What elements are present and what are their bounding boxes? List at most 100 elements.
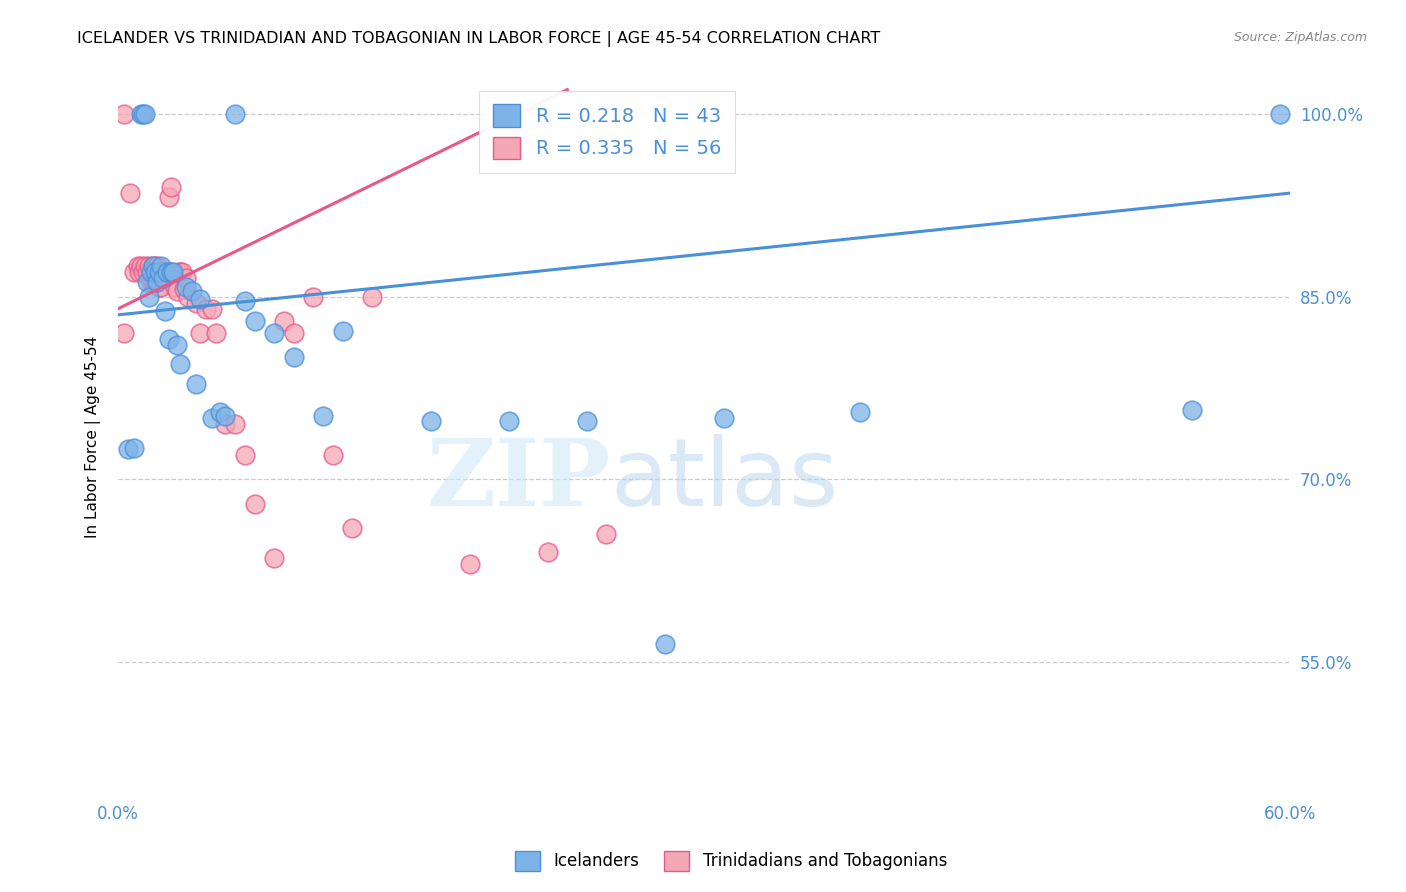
Legend: Icelanders, Trinidadians and Tobagonians: Icelanders, Trinidadians and Tobagonians [506, 842, 956, 880]
Point [173, 282, 195, 296]
Point [188, 326, 211, 340]
Point [204, 326, 226, 340]
Point [312, 409, 335, 423]
Point [132, 265, 155, 279]
Point [153, 304, 176, 318]
Point [159, 265, 181, 279]
Point [498, 414, 520, 428]
Point [167, 265, 190, 279]
Point [162, 265, 184, 279]
Point [157, 265, 180, 279]
Point [208, 405, 231, 419]
Point [302, 289, 325, 303]
Point [849, 405, 872, 419]
Point [136, 265, 159, 279]
Point [157, 332, 180, 346]
Point [148, 265, 170, 279]
Text: ZIP: ZIP [426, 434, 610, 524]
Point [342, 521, 364, 535]
Point [181, 284, 204, 298]
Point [142, 259, 165, 273]
Point [224, 107, 246, 121]
Point [162, 268, 184, 282]
Point [176, 271, 198, 285]
Point [263, 551, 285, 566]
Point [122, 265, 145, 279]
Point [149, 259, 172, 273]
Point [117, 442, 139, 456]
Point [332, 324, 354, 338]
Point [146, 259, 169, 273]
Legend: R = 0.218   N = 43, R = 0.335   N = 56: R = 0.218 N = 43, R = 0.335 N = 56 [479, 91, 735, 173]
Point [243, 497, 266, 511]
Point [201, 411, 224, 425]
Point [654, 636, 676, 650]
Point [224, 417, 246, 432]
Point [169, 357, 191, 371]
Point [138, 289, 160, 303]
Point [157, 190, 180, 204]
Point [233, 448, 256, 462]
Point [166, 338, 188, 352]
Point [263, 326, 285, 340]
Point [163, 280, 186, 294]
Point [713, 411, 735, 425]
Point [184, 295, 207, 310]
Point [233, 294, 256, 309]
Text: ICELANDER VS TRINIDADIAN AND TOBAGONIAN IN LABOR FORCE | AGE 45-54 CORRELATION C: ICELANDER VS TRINIDADIAN AND TOBAGONIAN … [77, 31, 880, 47]
Point [201, 301, 224, 316]
Point [1270, 107, 1292, 121]
Point [134, 259, 156, 273]
Point [142, 275, 165, 289]
Point [131, 259, 153, 273]
Point [166, 284, 188, 298]
Point [146, 275, 169, 289]
Point [361, 289, 384, 303]
Point [184, 377, 207, 392]
Point [159, 180, 181, 194]
Point [134, 107, 156, 121]
Point [149, 280, 172, 294]
Point [1181, 402, 1204, 417]
Point [149, 265, 172, 279]
Point [127, 259, 149, 273]
Point [148, 280, 170, 294]
Point [243, 314, 266, 328]
Point [575, 414, 598, 428]
Point [172, 265, 194, 279]
Point [143, 265, 166, 279]
Point [156, 265, 179, 279]
Point [283, 326, 305, 340]
Point [595, 527, 617, 541]
Point [194, 301, 217, 316]
Point [138, 259, 160, 273]
Point [273, 314, 295, 328]
Point [537, 545, 560, 559]
Point [142, 259, 165, 273]
Point [214, 409, 236, 423]
Y-axis label: In Labor Force | Age 45-54: In Labor Force | Age 45-54 [86, 335, 101, 538]
Point [152, 271, 174, 285]
Point [214, 417, 236, 432]
Point [458, 558, 481, 572]
Point [128, 265, 150, 279]
Point [112, 107, 135, 121]
Point [131, 107, 153, 121]
Point [141, 265, 163, 279]
Point [146, 275, 169, 289]
Point [112, 326, 135, 340]
Point [169, 265, 191, 279]
Point [176, 280, 198, 294]
Point [141, 265, 163, 279]
Point [188, 292, 211, 306]
Point [143, 259, 166, 273]
Point [132, 107, 155, 121]
Point [156, 271, 179, 285]
Point [322, 448, 344, 462]
Point [152, 265, 174, 279]
Point [143, 275, 166, 289]
Point [419, 414, 441, 428]
Point [118, 186, 141, 200]
Text: atlas: atlas [610, 434, 838, 525]
Point [141, 275, 163, 289]
